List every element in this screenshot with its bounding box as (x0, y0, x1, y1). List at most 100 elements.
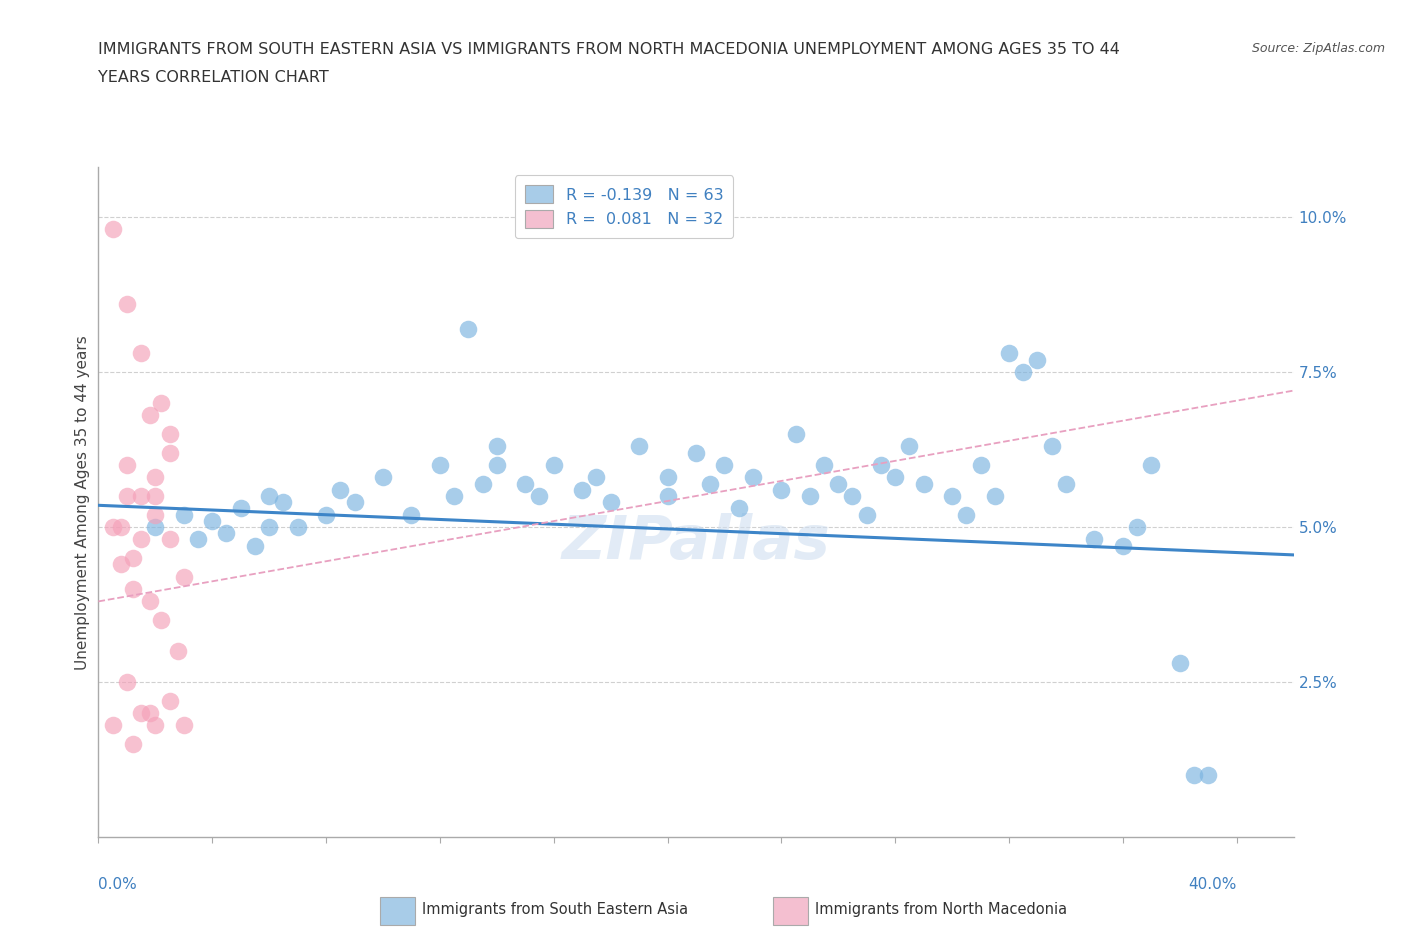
Point (143, 488, 166, 503)
Point (998, 346, 1021, 361)
Point (1126, 520, 1149, 535)
Y-axis label: Unemployment Among Ages 35 to 44 years: Unemployment Among Ages 35 to 44 years (75, 335, 90, 670)
Point (657, 470, 679, 485)
Point (898, 439, 921, 454)
Point (657, 488, 679, 503)
Point (150, 613, 173, 628)
Point (138, 706, 160, 721)
Point (955, 507, 977, 522)
Point (1012, 365, 1035, 379)
Point (343, 495, 366, 510)
Point (1168, 656, 1191, 671)
Point (257, 488, 280, 503)
Point (129, 488, 152, 503)
Point (1197, 767, 1219, 782)
Point (870, 458, 893, 472)
Text: IMMIGRANTS FROM SOUTH EASTERN ASIA VS IMMIGRANTS FROM NORTH MACEDONIA UNEMPLOYME: IMMIGRANTS FROM SOUTH EASTERN ASIA VS IM… (98, 42, 1121, 57)
Point (599, 495, 621, 510)
Legend: R = -0.139   N = 63, R =  0.081   N = 32: R = -0.139 N = 63, R = 0.081 N = 32 (515, 176, 734, 238)
Point (841, 488, 863, 503)
Point (115, 458, 138, 472)
Point (827, 476, 849, 491)
Point (471, 476, 494, 491)
Point (159, 427, 181, 442)
Point (101, 222, 124, 237)
Point (143, 718, 166, 733)
Point (173, 718, 195, 733)
Point (115, 674, 138, 689)
Point (138, 408, 160, 423)
Point (150, 395, 173, 410)
Point (515, 476, 537, 491)
Point (167, 644, 190, 658)
Point (201, 513, 224, 528)
Point (121, 581, 143, 596)
Point (1040, 439, 1063, 454)
Point (159, 532, 181, 547)
Point (855, 507, 877, 522)
Point (173, 569, 195, 584)
Point (770, 483, 793, 498)
Point (628, 439, 651, 454)
Point (159, 693, 181, 708)
Point (799, 488, 821, 503)
Point (243, 538, 266, 553)
Point (983, 488, 1005, 503)
Text: Immigrants from North Macedonia: Immigrants from North Macedonia (815, 902, 1067, 917)
Point (485, 458, 508, 472)
Point (1026, 352, 1049, 367)
Point (443, 488, 465, 503)
Point (229, 501, 252, 516)
Point (121, 737, 143, 751)
Point (143, 470, 166, 485)
Point (173, 507, 195, 522)
Point (884, 470, 907, 485)
Point (1140, 458, 1163, 472)
Text: ZIPallas: ZIPallas (561, 512, 831, 572)
Point (713, 458, 735, 472)
Point (529, 488, 551, 503)
Point (785, 427, 807, 442)
Point (115, 488, 138, 503)
Point (129, 346, 152, 361)
Point (101, 718, 124, 733)
Text: 40.0%: 40.0% (1188, 877, 1237, 892)
Text: Source: ZipAtlas.com: Source: ZipAtlas.com (1251, 42, 1385, 55)
Point (138, 594, 160, 609)
Point (121, 551, 143, 565)
Point (699, 476, 721, 491)
Point (912, 476, 935, 491)
Point (969, 458, 991, 472)
Point (485, 439, 508, 454)
Point (315, 507, 337, 522)
Text: 0.0%: 0.0% (98, 877, 138, 892)
Point (143, 520, 166, 535)
Point (143, 507, 166, 522)
Point (401, 507, 423, 522)
Point (1054, 476, 1077, 491)
Point (571, 483, 593, 498)
Point (813, 458, 835, 472)
Point (110, 557, 132, 572)
Point (329, 483, 352, 498)
Point (101, 520, 124, 535)
Point (543, 458, 565, 472)
Point (585, 470, 607, 485)
Point (429, 458, 451, 472)
Point (727, 501, 749, 516)
Point (115, 297, 138, 312)
Point (273, 495, 295, 510)
Point (1182, 767, 1205, 782)
Point (741, 470, 763, 485)
Point (159, 445, 181, 460)
Point (941, 488, 963, 503)
Point (1083, 532, 1105, 547)
Point (457, 321, 479, 336)
Point (129, 532, 152, 547)
Point (187, 532, 209, 547)
Point (129, 706, 152, 721)
Text: Immigrants from South Eastern Asia: Immigrants from South Eastern Asia (422, 902, 688, 917)
Point (287, 520, 309, 535)
Point (371, 470, 394, 485)
Point (257, 520, 280, 535)
